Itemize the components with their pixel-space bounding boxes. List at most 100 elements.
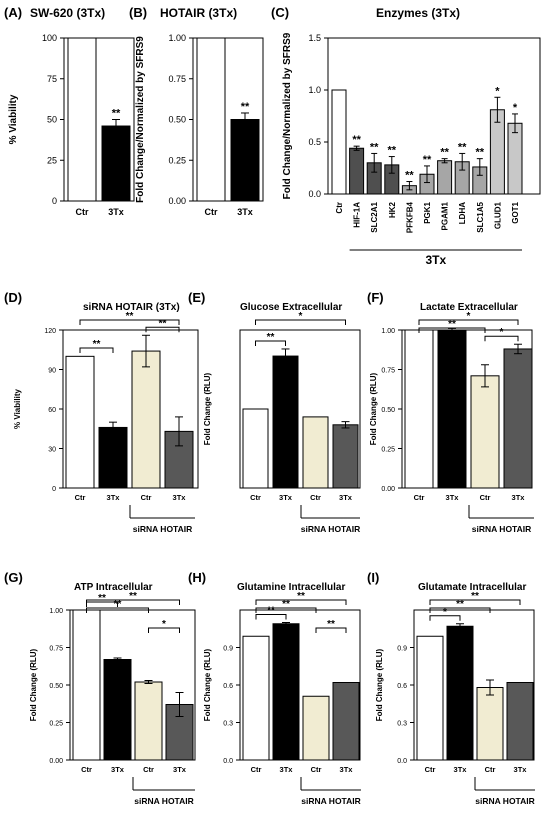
x-tick-label: Ctr xyxy=(205,207,218,217)
panel-letter: (D) xyxy=(4,290,22,305)
panel-letter: (H) xyxy=(188,570,206,585)
significance-bracket xyxy=(255,599,347,605)
bar xyxy=(134,681,163,761)
x-tick-label: LDHA xyxy=(458,202,467,224)
y-tick-label: 0.75 xyxy=(168,74,186,84)
y-tick-label: 1.00 xyxy=(168,33,186,43)
bar xyxy=(103,659,132,761)
x-tick-label: Ctr xyxy=(143,765,154,774)
y-axis-label: % Viability xyxy=(8,94,19,144)
y-tick-label: 0.75 xyxy=(381,368,395,375)
significance-bracket xyxy=(315,627,347,633)
y-axis-label: Fold Change (RLU) xyxy=(203,648,212,721)
x-tick-label: Ctr xyxy=(480,493,491,502)
bar xyxy=(272,623,300,761)
bracket-label: ** xyxy=(93,339,101,350)
bar xyxy=(230,119,260,202)
x-tick-label: 3Tx xyxy=(107,493,121,502)
y-tick-label: 0.00 xyxy=(381,486,395,493)
x-tick-label: Ctr xyxy=(335,202,344,214)
bracket-label: * xyxy=(443,607,447,618)
plot-frame xyxy=(239,329,361,489)
y-tick-label: 0.25 xyxy=(381,447,395,454)
y-tick-label: 0.0 xyxy=(397,758,407,765)
y-tick-label: 0.5 xyxy=(308,137,321,147)
y-tick-label: 0.00 xyxy=(168,196,186,206)
bar xyxy=(65,355,95,489)
y-tick-label: 0.0 xyxy=(308,189,321,199)
bar xyxy=(302,695,330,761)
y-tick-label: 50 xyxy=(47,115,57,125)
significance-bracket xyxy=(255,319,346,325)
bracket-label: ** xyxy=(129,591,137,602)
x-tick-label: 3Tx xyxy=(111,765,125,774)
y-tick-label: 90 xyxy=(48,368,56,375)
bracket-label: ** xyxy=(327,619,335,630)
x-tick-label: GOT1 xyxy=(511,201,520,223)
x-tick-label: 3Tx xyxy=(280,765,294,774)
x-tick-label: 3Tx xyxy=(279,493,293,502)
significance-bracket xyxy=(79,319,180,325)
x-tick-label: Ctr xyxy=(250,493,261,502)
panel-letter: (G) xyxy=(4,570,23,585)
chart-title: Glucose Extracellular xyxy=(240,302,342,313)
y-tick-label: 25 xyxy=(47,155,57,165)
bar xyxy=(131,350,161,489)
y-tick-label: 0.50 xyxy=(168,115,186,125)
bar xyxy=(349,147,365,195)
bar xyxy=(332,682,360,761)
y-tick-label: 0.50 xyxy=(49,683,63,690)
y-tick-label: 0.6 xyxy=(223,683,233,690)
y-tick-label: 0.25 xyxy=(49,721,63,728)
panel-a: (A) SW-620 (3Tx) 0 25 50 75 100 % Viability Ctr *… xyxy=(4,5,135,217)
y-tick-label: 1.5 xyxy=(308,33,321,43)
significance-stars: ** xyxy=(405,170,414,182)
significance-bracket xyxy=(255,614,287,620)
significance-stars: ** xyxy=(423,154,432,166)
bar xyxy=(404,329,434,489)
y-axis-label: Fold Change/Normalized by SFRS9 xyxy=(282,32,293,199)
bar xyxy=(302,416,329,489)
bracket-label: * xyxy=(162,619,166,630)
panel-letter: (F) xyxy=(367,290,384,305)
bar xyxy=(72,609,101,761)
significance-stars: ** xyxy=(112,108,121,120)
y-axis-label: % Viability xyxy=(13,389,22,429)
y-tick-label: 0.9 xyxy=(397,646,407,653)
panel-f: (F) Lactate Extracellular 0.00 0.25 0.50 0.75… xyxy=(367,290,534,534)
significance-bracket xyxy=(255,340,286,346)
x-tick-label: PFKFB4 xyxy=(405,201,414,233)
x-tick-label: Ctr xyxy=(311,765,322,774)
y-tick-label: 0.3 xyxy=(223,721,233,728)
panel-g: (G) ATP Intracellular 0.00 0.25 0.50 0.75 1.00… xyxy=(4,570,196,806)
y-tick-label: 0.3 xyxy=(397,721,407,728)
panel-letter: (C) xyxy=(271,5,289,20)
significance-bracket xyxy=(418,319,519,325)
x-tick-label: Ctr xyxy=(485,765,496,774)
panel-letter: (I) xyxy=(367,570,379,585)
panel-letter: (E) xyxy=(188,290,205,305)
significance-bracket xyxy=(255,607,317,613)
y-tick-label: 75 xyxy=(47,74,57,84)
significance-stars: * xyxy=(513,102,518,114)
x-tick-label: 3Tx xyxy=(512,493,526,502)
panel-letter: (B) xyxy=(129,5,147,20)
bracket-label: ** xyxy=(448,319,456,330)
significance-stars: ** xyxy=(388,145,397,157)
chart-title: Enzymes (3Tx) xyxy=(376,6,460,20)
significance-bracket xyxy=(86,607,149,613)
bracket-label: * xyxy=(500,327,504,338)
panel-c: (C) Enzymes (3Tx) 0.0 0.5 1.0 1.5 Fold Change/… xyxy=(271,5,541,267)
y-tick-label: 120 xyxy=(44,328,56,335)
bar xyxy=(67,37,97,202)
bar xyxy=(437,329,467,489)
y-axis-label: Fold Change (RLU) xyxy=(369,372,378,445)
x-tick-label: Ctr xyxy=(141,493,152,502)
bar xyxy=(507,122,523,195)
bracket-label: * xyxy=(467,311,471,322)
bracket-label: ** xyxy=(282,599,290,610)
bar xyxy=(101,125,131,202)
bracket-label: * xyxy=(299,311,303,322)
x-tick-label: 3Tx xyxy=(339,493,353,502)
